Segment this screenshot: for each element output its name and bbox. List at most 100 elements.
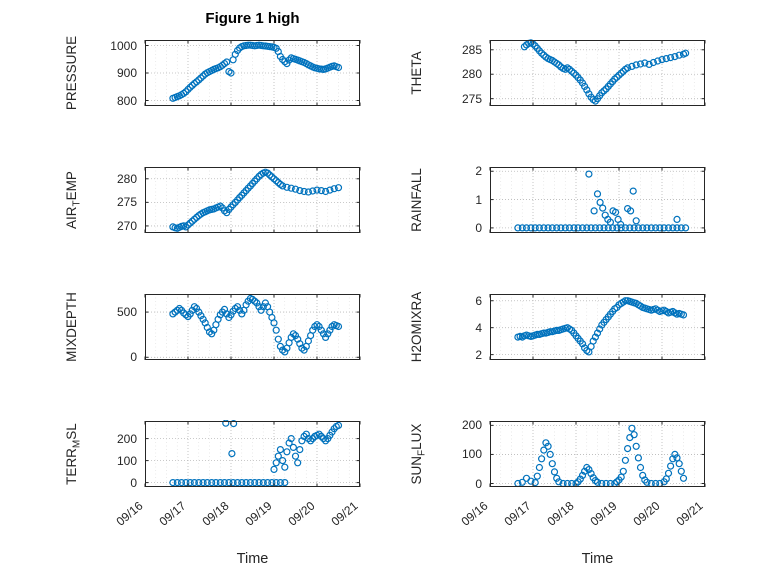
data-point (259, 478, 267, 487)
data-point (270, 175, 278, 183)
axes-box (145, 294, 360, 360)
x-tick-label: 09/17 (501, 498, 534, 529)
x-tick-label: 09/20 (285, 498, 318, 529)
data-point (624, 445, 632, 453)
data-point (574, 224, 582, 232)
data-point (520, 43, 529, 51)
data-point (583, 224, 591, 232)
data-point (652, 224, 660, 232)
data-point (673, 215, 681, 224)
data-point (188, 306, 196, 314)
plot-area-mixdepth (144, 294, 361, 360)
data-point (223, 58, 231, 66)
data-point (270, 319, 278, 327)
y-tick-label: 900 (116, 66, 137, 80)
data-point (281, 478, 289, 487)
data-point (587, 224, 595, 232)
y-tick-label: 1 (475, 192, 482, 207)
data-point (313, 321, 321, 329)
data-point (257, 306, 265, 314)
data-point (188, 217, 196, 225)
data-point (319, 435, 328, 443)
data-point (304, 435, 312, 443)
x-tick-label: 09/16 (113, 498, 146, 529)
data-points (169, 420, 343, 487)
data-point (195, 478, 203, 487)
data-point (535, 463, 544, 472)
tick-marks (144, 40, 361, 106)
data-point (626, 224, 634, 232)
x-axis-label-left: Time (236, 551, 269, 567)
data-point (553, 326, 561, 335)
data-point (548, 224, 556, 232)
plot-area-rainfall (489, 167, 706, 233)
data-point (326, 326, 334, 334)
axes-box (145, 421, 360, 487)
data-point (238, 478, 246, 487)
data-point (319, 330, 328, 338)
data-point (596, 325, 604, 333)
data-point (580, 467, 589, 475)
subplot-theta: THETA 275 280 285 (409, 39, 706, 106)
data-point (173, 306, 181, 314)
y-tick-label: 4 (475, 320, 482, 335)
tick-marks (489, 294, 706, 360)
data-point (629, 187, 637, 195)
data-point (634, 224, 642, 232)
data-points (169, 294, 343, 356)
data-point (283, 448, 291, 456)
data-point (632, 442, 640, 450)
subplot-mixdepth: MIXDEPTH 0 500 (64, 292, 361, 364)
data-point (669, 224, 677, 232)
x-tick-label: 09/21 (673, 498, 706, 529)
data-point (233, 478, 242, 487)
data-point (611, 75, 619, 83)
data-point (190, 215, 199, 223)
data-point (527, 224, 535, 232)
data-point (656, 224, 664, 232)
data-point (317, 432, 325, 440)
data-point (212, 478, 220, 487)
data-point (220, 478, 229, 487)
data-point (246, 478, 255, 487)
data-point (195, 308, 203, 316)
data-point (658, 56, 666, 64)
data-point (186, 310, 194, 318)
data-point (518, 478, 526, 486)
data-point (192, 78, 201, 86)
data-points (169, 168, 343, 232)
data-point (550, 468, 559, 476)
data-point (261, 299, 270, 307)
data-point (182, 311, 190, 319)
data-point (555, 478, 563, 486)
data-point (619, 67, 627, 75)
grid-lines (490, 40, 705, 106)
data-point (268, 173, 276, 181)
x-tick-label: 09/20 (630, 498, 663, 529)
data-point (334, 322, 343, 331)
data-point (682, 49, 690, 57)
subplot-sun-flux: SUNFLUX 0 100 200 09/16 09/17 09/18 09/19 09/20… (409, 418, 706, 529)
data-point (220, 207, 229, 215)
data-point (596, 224, 604, 232)
data-point (272, 177, 280, 185)
data-point (613, 478, 621, 486)
data-point (274, 452, 282, 460)
data-point (593, 478, 602, 486)
data-point (600, 87, 608, 95)
data-point (544, 442, 552, 450)
data-point (326, 186, 334, 194)
data-point (537, 49, 546, 57)
data-point (175, 304, 184, 313)
y-tick-label: 280 (116, 171, 137, 186)
data-point (636, 463, 645, 472)
subplot-pressure: PRESSURE 800 900 1000 (64, 36, 361, 110)
data-point (233, 303, 242, 311)
data-point (235, 306, 244, 314)
data-point (628, 424, 636, 432)
data-point (583, 463, 591, 472)
data-point (182, 478, 190, 487)
data-point (173, 478, 181, 487)
y-tick-label: 2 (475, 164, 482, 179)
